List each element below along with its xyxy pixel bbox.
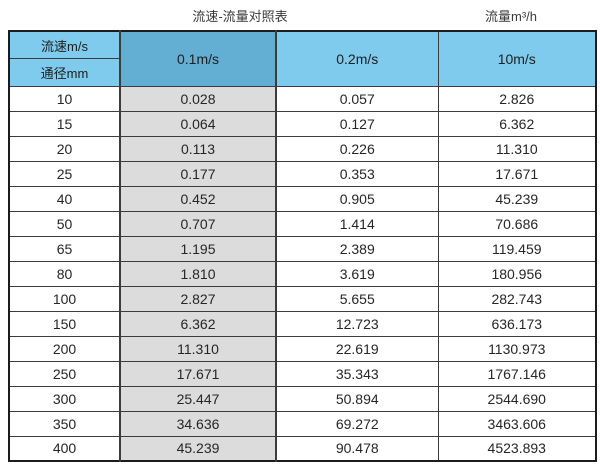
flow-value-cell: 0.028 [119,85,277,112]
diameter-cell: 400 [8,435,121,462]
flow-value-cell: 0.113 [119,135,277,162]
flow-value-cell: 1.810 [119,260,277,287]
flow-value-cell: 3.619 [275,260,439,287]
table-body: 10 0.028 0.057 2.826 15 0.064 0.127 6.362 20 0.11… [8,85,597,462]
flow-value-cell: 45.239 [119,435,277,462]
flow-value-cell: 45.239 [437,185,597,212]
flow-value-cell: 4523.893 [437,435,597,462]
flow-value-cell: 0.353 [275,160,439,187]
flow-unit-label: 流量m³/h [484,9,538,24]
diameter-cell: 65 [8,235,121,262]
diameter-cell: 300 [8,385,121,412]
flow-value-cell: 2544.690 [437,385,597,412]
table-row: 20 0.113 0.226 11.310 [8,135,597,162]
flow-value-cell: 12.723 [275,310,439,337]
diameter-cell: 15 [8,110,121,137]
flow-value-cell: 1767.146 [437,360,597,387]
diameter-cell: 200 [8,335,121,362]
flow-value-cell: 3463.606 [437,410,597,437]
flow-value-cell: 22.619 [275,335,439,362]
flow-value-cell: 11.310 [437,135,597,162]
table-row: 100 2.827 5.655 282.743 [8,285,597,312]
flow-value-cell: 25.447 [119,385,277,412]
diameter-cell: 50 [8,210,121,237]
flow-value-cell: 0.127 [275,110,439,137]
table-row: 200 11.310 22.619 1130.973 [8,335,597,362]
flow-rate-table: 流速m/s 0.1m/s 0.2m/s 10m/s 通径mm 10 0.028 0.… [8,30,597,462]
flow-value-cell: 69.272 [275,410,439,437]
diameter-cell: 250 [8,360,121,387]
table-row: 50 0.707 1.414 70.686 [8,210,597,237]
flow-value-cell: 636.173 [437,310,597,337]
flow-value-cell: 282.743 [437,285,597,312]
table-row: 150 6.362 12.723 636.173 [8,310,597,337]
flow-value-cell: 0.452 [119,185,277,212]
flow-value-cell: 70.686 [437,210,597,237]
flow-value-cell: 17.671 [119,360,277,387]
table-row: 40 0.452 0.905 45.239 [8,185,597,212]
diameter-cell: 350 [8,410,121,437]
flow-value-cell: 0.177 [119,160,277,187]
flow-value-cell: 0.707 [119,210,277,237]
table-row: 10 0.028 0.057 2.826 [8,85,597,112]
table-row: 400 45.239 90.478 4523.893 [8,435,597,462]
flow-value-cell: 2.826 [437,85,597,112]
header-flow-speed: 流速m/s [8,30,121,59]
flow-value-cell: 50.894 [275,385,439,412]
table-header: 流速m/s 0.1m/s 0.2m/s 10m/s 通径mm [8,30,597,87]
flow-value-cell: 17.671 [437,160,597,187]
diameter-cell: 150 [8,310,121,337]
flow-value-cell: 90.478 [275,435,439,462]
diameter-cell: 25 [8,160,121,187]
flow-value-cell: 35.343 [275,360,439,387]
title-bar: 流速-流量对照表 流量m³/h [0,0,600,30]
header-speed-10: 10m/s [437,30,597,87]
diameter-cell: 100 [8,285,121,312]
flow-value-cell: 180.956 [437,260,597,287]
flow-value-cell: 2.389 [275,235,439,262]
flow-value-cell: 5.655 [275,285,439,312]
table-row: 300 25.447 50.894 2544.690 [8,385,597,412]
flow-value-cell: 0.064 [119,110,277,137]
flow-value-cell: 11.310 [119,335,277,362]
diameter-cell: 10 [8,85,121,112]
flow-value-cell: 6.362 [119,310,277,337]
diameter-cell: 80 [8,260,121,287]
table-row: 350 34.636 69.272 3463.606 [8,410,597,437]
table-row: 250 17.671 35.343 1767.146 [8,360,597,387]
header-speed-0.2: 0.2m/s [275,30,439,87]
flow-value-cell: 2.827 [119,285,277,312]
table-title: 流速-流量对照表 [192,9,288,24]
flow-value-cell: 0.057 [275,85,439,112]
table-row: 15 0.064 0.127 6.362 [8,110,597,137]
flow-value-cell: 1.414 [275,210,439,237]
flow-value-cell: 1.195 [119,235,277,262]
table-row: 65 1.195 2.389 119.459 [8,235,597,262]
header-speed-0.1: 0.1m/s [119,30,277,87]
table-row: 80 1.810 3.619 180.956 [8,260,597,287]
flow-value-cell: 34.636 [119,410,277,437]
diameter-cell: 40 [8,185,121,212]
table-row: 25 0.177 0.353 17.671 [8,160,597,187]
flow-value-cell: 1130.973 [437,335,597,362]
flow-value-cell: 119.459 [437,235,597,262]
flow-value-cell: 6.362 [437,110,597,137]
diameter-cell: 20 [8,135,121,162]
flow-value-cell: 0.905 [275,185,439,212]
header-diameter: 通径mm [8,58,121,87]
flow-value-cell: 0.226 [275,135,439,162]
